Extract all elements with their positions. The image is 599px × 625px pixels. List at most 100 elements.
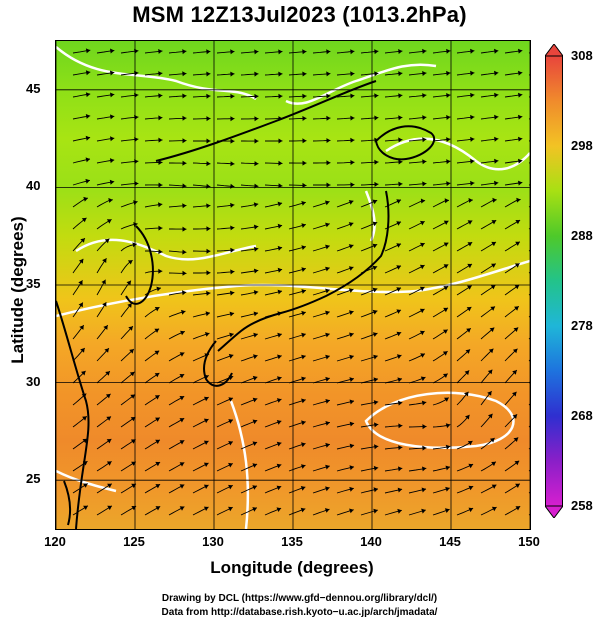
streamline-arrowhead [155, 506, 161, 511]
streamline-arrowhead [488, 413, 493, 419]
credits-line-2: Data from http://database.rish.kyoto−u.a… [161, 607, 438, 618]
streamline-arrowhead [254, 161, 259, 167]
streamline-arrowhead [82, 416, 87, 421]
streamline-arrowhead [396, 287, 401, 292]
streamline-arrowhead [420, 376, 426, 382]
streamline-arrowhead [396, 265, 401, 270]
streamline-arrowhead [228, 506, 233, 512]
streamline-arrowhead [301, 464, 306, 469]
streamline-arrowhead [372, 309, 378, 315]
streamline-arrowhead [300, 507, 306, 513]
streamline-arrowhead [446, 159, 451, 165]
streamline-arrowhead [514, 306, 519, 311]
streamline-arrowhead [373, 465, 379, 471]
streamline-arrowhead [396, 309, 401, 314]
streamline-arrowhead [300, 486, 306, 491]
streamline-arrowhead [348, 288, 354, 293]
streamline-arrowhead [494, 180, 499, 186]
streamline-arrowhead [154, 307, 160, 312]
streamline-arrowhead [421, 400, 427, 406]
streamline-arrowhead [422, 466, 427, 472]
streamline-arrowhead [278, 183, 283, 189]
streamline-arrowhead [422, 115, 427, 121]
x-tick-label: 135 [281, 534, 303, 549]
streamline-arrowhead [420, 220, 425, 226]
streamline-arrowhead [398, 445, 403, 451]
streamline-arrowhead [204, 332, 210, 337]
streamline-arrowhead [372, 287, 378, 293]
streamline-arrowhead [81, 393, 87, 399]
streamline-arrowhead [230, 269, 235, 275]
streamline-arrowhead [229, 311, 235, 317]
streamline-arrowhead [324, 508, 330, 513]
streamline-arrowhead [494, 48, 499, 54]
streamline-arrowhead [253, 268, 259, 274]
streamline-arrowhead [204, 374, 209, 380]
streamline-arrowhead [446, 137, 451, 142]
streamline-arrowhead [420, 242, 425, 248]
streamline-arrowhead [494, 114, 499, 120]
streamline-arrowhead [81, 217, 87, 223]
streamline-arrowhead [490, 285, 496, 290]
streamline-arrowhead [110, 92, 115, 98]
streamline-arrowhead [443, 373, 448, 378]
streamline-arrowhead [467, 285, 472, 290]
streamline-arrowhead [442, 351, 448, 356]
streamline-arrowhead [228, 441, 233, 446]
streamline-arrowhead [253, 332, 258, 338]
streamline-arrowhead [230, 247, 235, 253]
streamline-arrowhead [110, 70, 115, 76]
streamline-arrowhead [276, 507, 282, 512]
streamline-arrowhead [278, 138, 283, 144]
streamline-arrowhead [206, 138, 211, 144]
streamline-arrowhead [325, 354, 330, 360]
streamline-arrowhead [85, 92, 91, 98]
streamline-arrowhead [487, 369, 493, 375]
streamline-arrowhead [82, 438, 88, 444]
streamline-arrowhead [277, 267, 283, 273]
streamline-arrowhead [154, 328, 160, 333]
streamline-arrowhead [278, 116, 283, 122]
streamline-arrowhead [179, 418, 185, 423]
streamline-arrowhead [276, 398, 282, 403]
streamline-arrowhead [374, 159, 379, 165]
streamline-arrowhead [468, 198, 473, 203]
streamline-arrowhead [252, 375, 258, 381]
streamline-arrowhead [182, 226, 187, 232]
streamline-arrowhead [253, 224, 259, 230]
streamline-arrowhead [349, 486, 354, 492]
streamline-arrowhead [512, 370, 517, 375]
streamline-arrowhead [349, 310, 354, 315]
streamline-arrowhead [301, 245, 306, 250]
streamline-arrowhead [350, 71, 355, 77]
streamline-arrowhead [350, 115, 355, 121]
streamline-arrowhead [154, 373, 160, 378]
streamline-arrowhead [301, 267, 306, 272]
streamline-arrowhead [253, 202, 259, 208]
streamline-arrowhead [108, 198, 113, 203]
streamline-arrowhead [301, 376, 306, 382]
streamline-arrowhead [79, 325, 84, 330]
streamline-arrowhead [398, 71, 403, 77]
streamline-arrowhead [85, 48, 91, 54]
streamline-arrowhead [277, 332, 282, 338]
streamline-arrowhead [182, 49, 187, 55]
streamline-arrowhead [182, 249, 187, 255]
streamline-arrowhead [158, 93, 163, 99]
streamline-arrowhead [204, 396, 209, 402]
streamline-arrowhead [349, 332, 354, 338]
streamline-arrowhead [80, 348, 85, 353]
streamline-arrowhead [374, 444, 379, 450]
colorbar-gradient [545, 55, 563, 507]
streamline-arrowhead [301, 310, 306, 316]
streamline-arrowhead [518, 70, 523, 76]
streamline-arrowhead [325, 266, 330, 272]
streamline-arrowhead [230, 116, 235, 122]
mainland-coast [155, 80, 377, 162]
streamline-arrowhead [85, 178, 90, 184]
streamline-arrowhead [158, 49, 163, 54]
streamline-arrowhead [489, 438, 495, 443]
coastlines [56, 80, 436, 529]
taiwan-coast [63, 480, 72, 526]
colorbar-label: 268 [571, 408, 593, 423]
